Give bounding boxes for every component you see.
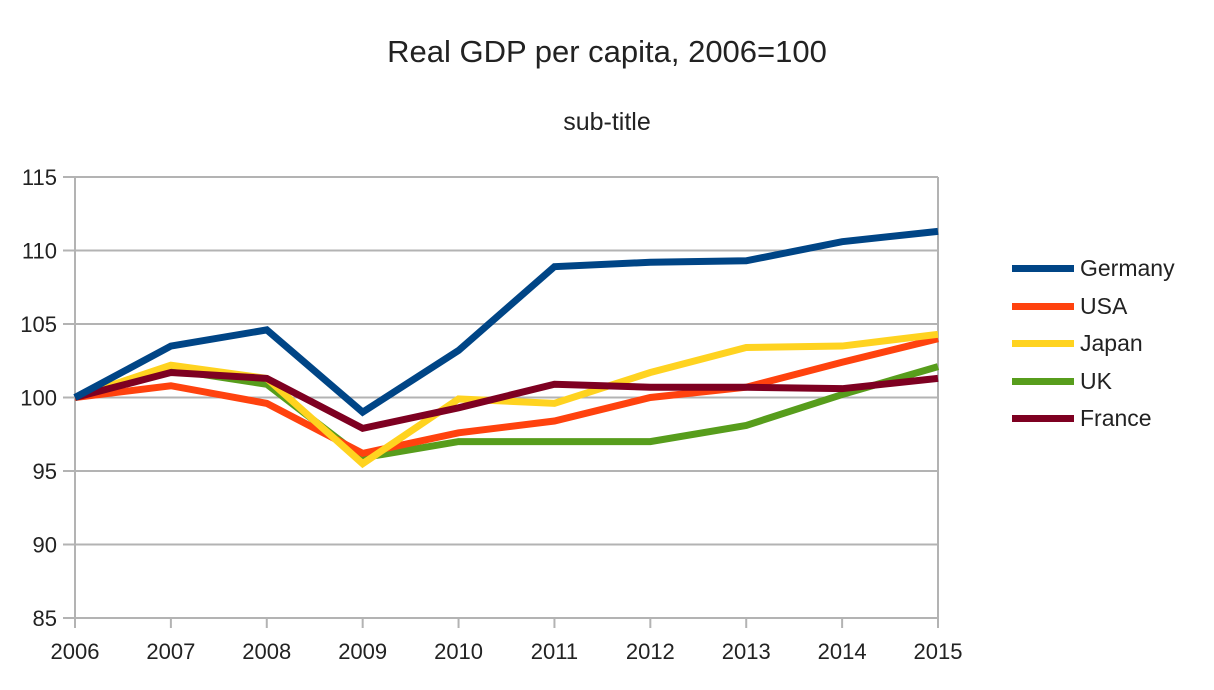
- legend-swatch: [1012, 415, 1074, 423]
- legend-label: Germany: [1080, 255, 1175, 282]
- y-tick-label: 115: [22, 165, 57, 190]
- legend: Germany USA Japan UK France: [1012, 250, 1175, 438]
- x-tick-label: 2011: [531, 639, 578, 664]
- series-line-usa: [74, 335, 939, 458]
- x-tick-label: 2013: [722, 639, 771, 664]
- legend-swatch: [1012, 302, 1074, 310]
- x-tick-label: 2014: [818, 639, 867, 664]
- legend-label: Japan: [1080, 330, 1143, 357]
- legend-label: UK: [1080, 367, 1112, 394]
- legend-swatch: [1012, 340, 1074, 348]
- legend-swatch: [1012, 265, 1074, 273]
- chart-title: Real GDP per capita, 2006=100: [387, 34, 827, 69]
- y-tick-label: 90: [33, 533, 57, 558]
- x-axis-ticks: 2006 2007 2008 2009 2010 2011 2012 2013 2014 2015: [51, 618, 963, 664]
- axes: [74, 177, 939, 628]
- y-axis-ticks: 85 90 95 100 105 110 115: [20, 165, 57, 631]
- x-tick-label: 2012: [626, 639, 675, 664]
- x-tick-label: 2007: [146, 639, 195, 664]
- legend-swatch: [1012, 377, 1074, 385]
- legend-label: USA: [1080, 292, 1128, 319]
- y-tick-label: 110: [22, 239, 57, 264]
- legend-item-france: France: [1012, 400, 1175, 438]
- y-tick-label: 95: [33, 459, 57, 484]
- series-line-uk: [74, 363, 939, 462]
- legend-label: France: [1080, 405, 1152, 432]
- x-tick-label: 2009: [338, 639, 387, 664]
- legend-item-japan: Japan: [1012, 325, 1175, 363]
- x-tick-label: 2006: [51, 639, 100, 664]
- legend-item-usa: USA: [1012, 288, 1175, 326]
- series-line-france: [74, 368, 939, 433]
- series-line-germany: [73, 227, 939, 417]
- legend-item-germany: Germany: [1012, 250, 1175, 288]
- series-lines: [73, 227, 939, 469]
- x-tick-label: 2015: [914, 639, 963, 664]
- chart-subtitle: sub-title: [563, 108, 651, 136]
- y-tick-label: 100: [20, 386, 57, 411]
- x-tick-label: 2010: [434, 639, 483, 664]
- y-tick-label: 85: [33, 606, 57, 631]
- legend-item-uk: UK: [1012, 363, 1175, 401]
- x-tick-label: 2008: [242, 639, 291, 664]
- series-line-japan: [73, 330, 939, 469]
- y-tick-label: 105: [20, 312, 57, 337]
